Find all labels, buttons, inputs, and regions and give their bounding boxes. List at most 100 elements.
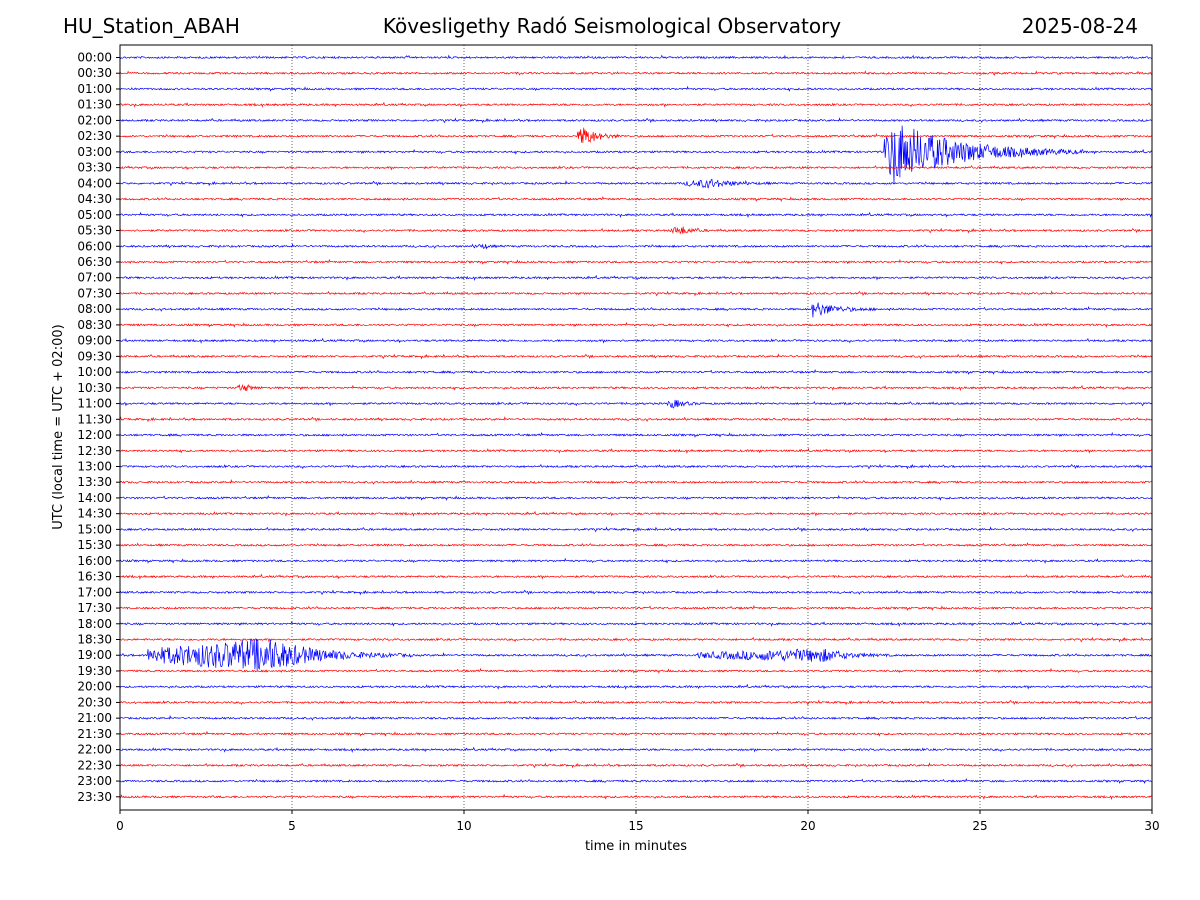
y-tick-label: 20:00 [77,680,112,694]
seismic-traces [119,54,1153,800]
y-tick-label: 06:30 [77,255,112,269]
trace-2300 [119,777,1153,784]
trace-1100 [119,399,1153,409]
y-tick-label: 01:00 [77,82,112,96]
trace-2100 [119,715,1152,721]
trace-1330 [119,478,1153,485]
trace-1430 [119,510,1153,517]
trace-0630 [119,258,1153,265]
y-tick-label: 14:30 [77,507,112,521]
y-tick-label: 04:30 [77,192,112,206]
y-tick-label: 14:00 [77,491,112,505]
x-axis: 0 5 10 15 20 25 30 [116,810,1160,833]
trace-1230 [119,447,1152,454]
trace-1730 [119,604,1153,611]
y-tick-label: 16:00 [77,554,112,568]
y-tick-label: 15:30 [77,538,112,552]
y-tick-label: 07:30 [77,286,112,300]
y-tick-label: 04:00 [77,176,112,190]
y-tick-label: 19:30 [77,664,112,678]
trace-2130 [119,730,1152,737]
trace-2200 [119,746,1153,753]
trace-0930 [119,353,1153,360]
trace-0530 [119,226,1153,235]
y-tick-label: 21:00 [77,711,112,725]
x-tick-label: 20 [800,819,815,833]
trace-0200 [119,117,1153,124]
observatory-title: Kövesligethy Radó Seismological Observat… [382,14,842,38]
y-tick-label: 08:00 [77,302,112,316]
trace-1000 [119,368,1153,375]
x-tick-label: 5 [288,819,296,833]
trace-0400 [119,178,1153,189]
y-tick-label: 23:30 [77,790,112,804]
trace-1300 [119,463,1153,470]
x-tick-label: 25 [972,819,987,833]
trace-1200 [119,431,1153,438]
trace-0700 [119,274,1153,282]
y-tick-label: 06:00 [77,239,112,253]
y-tick-label: 00:30 [77,66,112,80]
y-tick-label: 23:00 [77,774,112,788]
y-tick-label: 16:30 [77,570,112,584]
y-tick-label: 18:30 [77,633,112,647]
y-tick-label: 05:00 [77,208,112,222]
y-tick-label: 12:00 [77,428,112,442]
y-tick-label: 17:00 [77,585,112,599]
station-name: HU_Station_ABAH [63,14,240,38]
y-tick-label: 09:00 [77,334,112,348]
trace-0900 [119,337,1153,344]
trace-1530 [119,542,1153,548]
trace-2230 [119,762,1153,769]
trace-0500 [119,211,1153,218]
y-tick-label: 19:00 [77,648,112,662]
x-tick-label: 10 [456,819,471,833]
y-tick-label: 22:00 [77,743,112,757]
x-tick-label: 15 [628,819,643,833]
trace-0000 [119,54,1153,60]
trace-1600 [119,557,1153,564]
plot-date: 2025-08-24 [1021,14,1138,38]
y-tick-label: 00:00 [77,51,112,65]
y-tick-label: 07:00 [77,271,112,285]
trace-1930 [119,667,1153,674]
trace-1830 [119,636,1153,643]
trace-0830 [119,321,1153,329]
y-tick-label: 13:00 [77,459,112,473]
y-tick-label: 09:30 [77,349,112,363]
trace-1700 [119,589,1153,596]
y-tick-label: 13:30 [77,475,112,489]
trace-1500 [119,526,1153,533]
y-tick-label: 20:30 [77,695,112,709]
trace-0730 [119,290,1153,297]
trace-1800 [119,620,1153,627]
x-tick-label: 0 [116,819,124,833]
y-tick-label: 10:30 [77,381,112,395]
trace-1130 [119,416,1153,423]
x-axis-label: time in minutes [585,839,687,854]
y-tick-label: 10:00 [77,365,112,379]
trace-0230 [119,127,1153,144]
trace-0430 [119,195,1153,202]
y-tick-label: 12:30 [77,444,112,458]
trace-1900 [119,638,1153,671]
y-tick-label: 03:00 [77,145,112,159]
y-tick-label: 18:00 [77,617,112,631]
y-tick-label: 22:30 [77,758,112,772]
trace-2000 [119,683,1153,690]
grid-lines [291,45,981,810]
trace-0800 [119,302,1153,318]
y-tick-label: 01:30 [77,98,112,112]
y-tick-label: 21:30 [77,727,112,741]
trace-1030 [119,383,1153,392]
y-axis-label: UTC (local time = UTC + 02:00) [51,324,66,529]
y-tick-label: 05:30 [77,224,112,238]
trace-0300 [119,125,1153,185]
trace-0130 [119,101,1153,108]
y-tick-label: 08:30 [77,318,112,332]
y-tick-label: 11:30 [77,412,112,426]
y-tick-label: 02:30 [77,129,112,143]
x-tick-label: 30 [1144,819,1159,833]
